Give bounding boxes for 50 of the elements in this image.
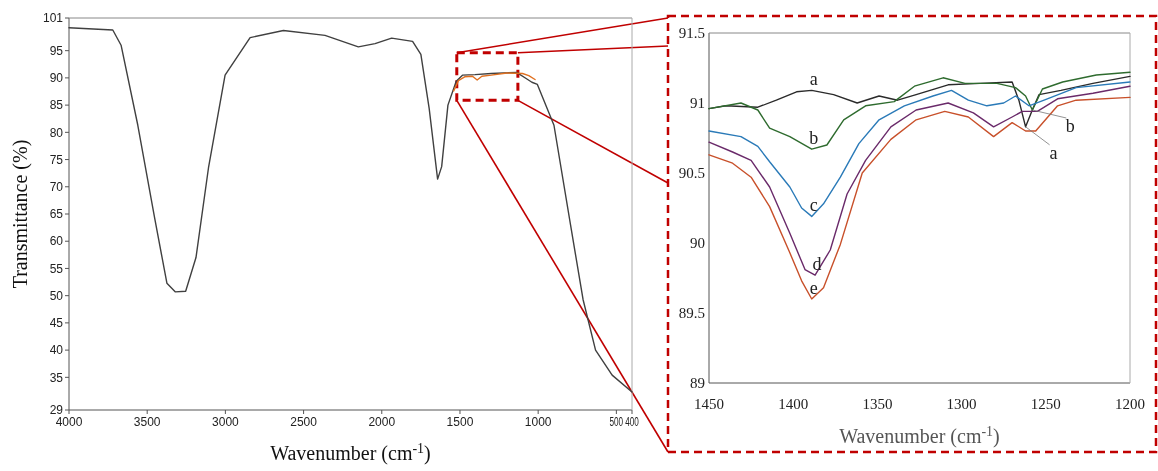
line-series — [708, 85, 1131, 276]
x-axis-title: Wavenumber (cm$^{-1}$) — [270, 440, 431, 465]
y-tick-label: 89 — [690, 375, 705, 392]
y-tick-label: 95 — [49, 43, 64, 58]
series-label: b — [809, 128, 819, 149]
y-tick-label: 85 — [49, 98, 64, 113]
x-tick-label: 1250 — [1030, 396, 1061, 412]
x-tick-label: 2500 — [290, 415, 318, 429]
line-series — [708, 96, 1131, 300]
y-axis-title: Transmittance (%) — [9, 139, 32, 289]
series-label: d — [812, 254, 822, 275]
y-tick-label: 89.5 — [678, 305, 705, 322]
x-tick-label: 4000 — [55, 415, 83, 429]
annotation: b — [1065, 116, 1075, 136]
x-tick-label: 1200 — [1115, 396, 1145, 412]
y-tick-label: 91 — [690, 95, 705, 112]
series-label: a — [809, 69, 818, 90]
y-tick-label: 65 — [49, 207, 64, 222]
x-tick-label: 3500 — [133, 415, 161, 429]
x-tick-label: 1400 — [778, 396, 809, 412]
y-tick-label: 50 — [49, 288, 64, 303]
x-tick-label: 1300 — [946, 396, 977, 412]
y-tick-label: 40 — [49, 343, 64, 358]
line-series — [453, 72, 536, 92]
y-tick-label: 75 — [49, 152, 64, 167]
y-tick-label: 90 — [49, 71, 64, 86]
x-tick-label: 400 — [625, 415, 646, 429]
y-tick-label: 29 — [49, 403, 64, 418]
y-tick-label: 80 — [49, 125, 64, 140]
y-tick-label: 91.5 — [678, 25, 705, 42]
y-tick-label: 55 — [49, 261, 64, 276]
y-tick-label: 101 — [42, 11, 64, 26]
line-series — [68, 27, 633, 393]
y-tick-label: 60 — [49, 234, 64, 249]
y-tick-label: 90.5 — [678, 165, 705, 182]
y-tick-label: 45 — [49, 316, 64, 331]
y-tick-label: 35 — [49, 370, 64, 385]
series-label: c — [809, 195, 818, 216]
x-tick-label: 3000 — [212, 415, 240, 429]
x-tick-label: 1350 — [862, 396, 893, 412]
annotation: a — [1049, 142, 1058, 163]
line-series — [708, 71, 1131, 150]
x-tick-label: 1000 — [524, 415, 552, 429]
y-tick-label: 90 — [690, 235, 705, 252]
x-tick-label: 1500 — [446, 415, 474, 429]
x-axis-title: Wavenumber (cm$^{-1}$) — [839, 423, 1000, 448]
x-tick-label: 1450 — [694, 396, 724, 412]
series-label: e — [809, 278, 818, 298]
y-tick-label: 70 — [49, 179, 64, 194]
x-tick-label: 2000 — [368, 415, 396, 429]
